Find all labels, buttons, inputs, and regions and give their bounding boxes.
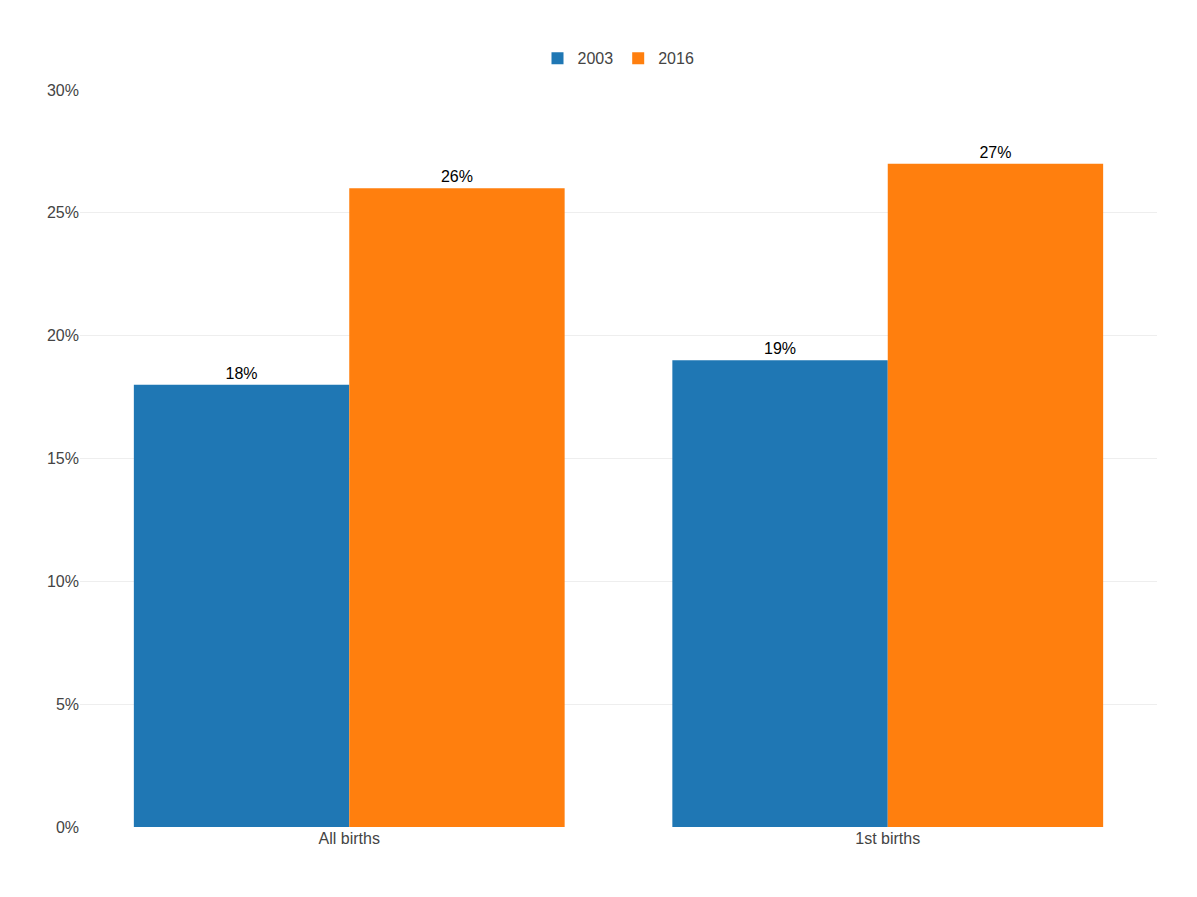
- svg-text:2003: 2003: [578, 50, 614, 67]
- svg-text:26%: 26%: [441, 168, 473, 185]
- svg-text:18%: 18%: [226, 365, 258, 382]
- svg-text:0%: 0%: [56, 819, 79, 836]
- svg-text:30%: 30%: [47, 82, 79, 99]
- svg-text:10%: 10%: [47, 573, 79, 590]
- svg-text:5%: 5%: [56, 696, 79, 713]
- svg-text:All births: All births: [319, 830, 380, 847]
- svg-text:27%: 27%: [979, 144, 1011, 161]
- svg-text:1st births: 1st births: [855, 830, 920, 847]
- svg-text:25%: 25%: [47, 204, 79, 221]
- svg-text:2016: 2016: [658, 50, 694, 67]
- svg-text:19%: 19%: [764, 340, 796, 357]
- svg-text:20%: 20%: [47, 327, 79, 344]
- svg-text:15%: 15%: [47, 450, 79, 467]
